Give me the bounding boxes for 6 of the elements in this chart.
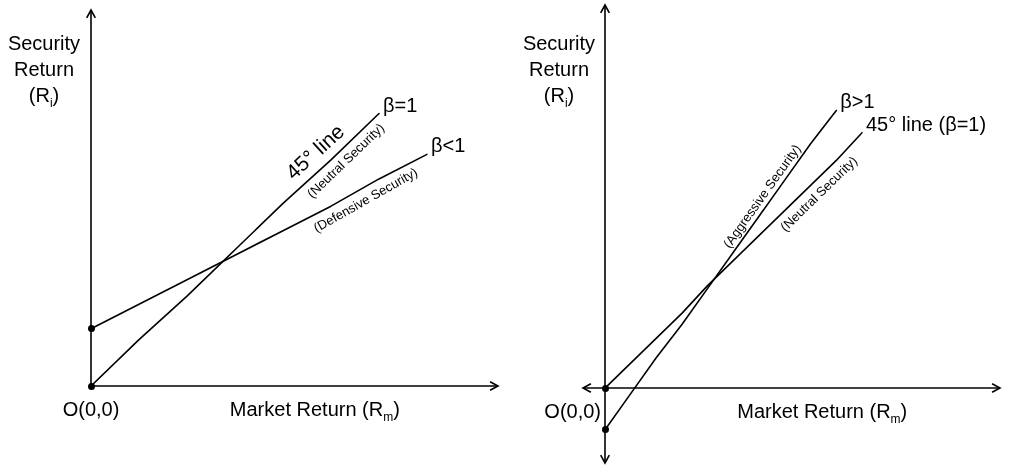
text: O(0,0) bbox=[62, 398, 120, 420]
annotation: O(0,0) bbox=[544, 400, 602, 423]
series-label: β>1 bbox=[840, 90, 875, 113]
series-label: β=1 bbox=[383, 93, 418, 116]
series-label: β<1 bbox=[431, 134, 466, 157]
series-label: 45° line (β=1) bbox=[866, 112, 987, 135]
